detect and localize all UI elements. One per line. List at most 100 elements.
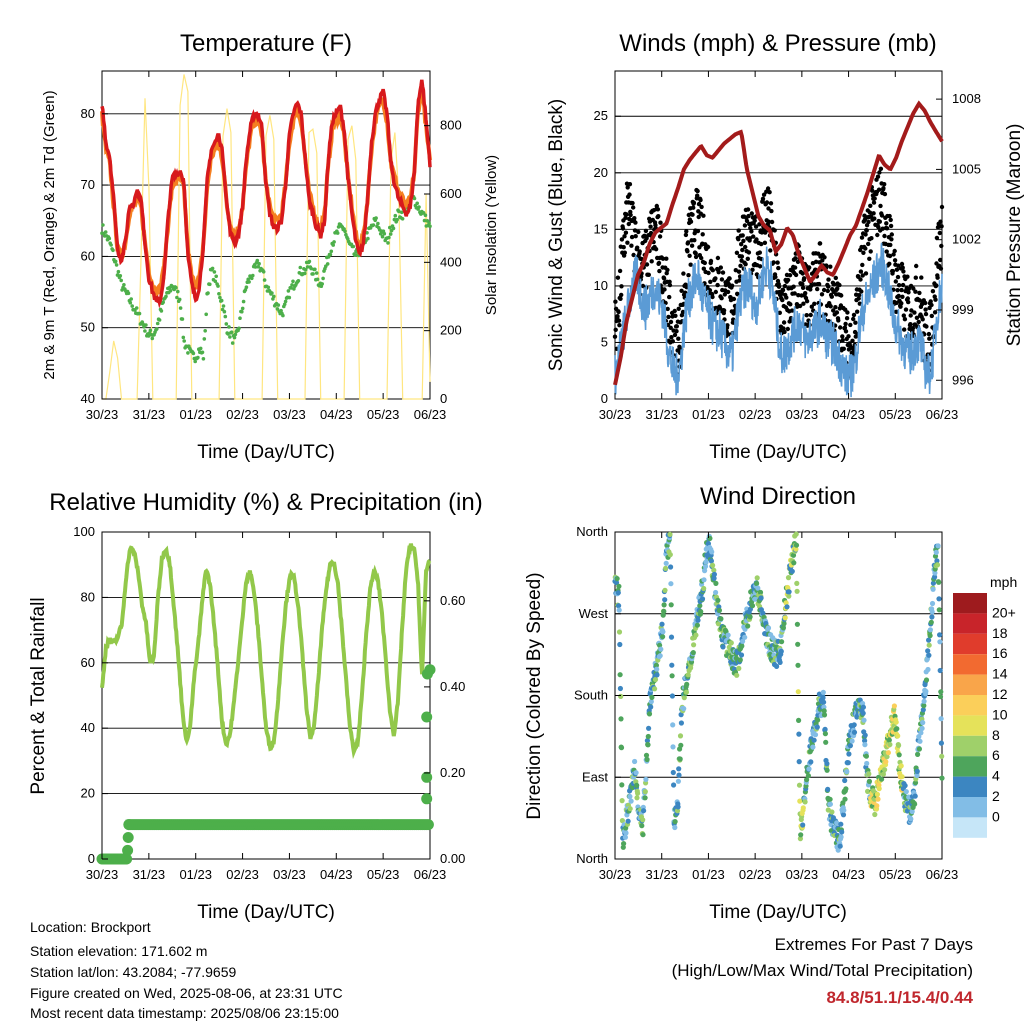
direction-point	[678, 712, 684, 718]
gust-point	[892, 248, 897, 254]
gust-point	[879, 213, 885, 218]
gust-point	[776, 265, 781, 271]
dewpoint-point	[320, 282, 325, 286]
gust-point	[908, 313, 913, 318]
direction-point	[845, 760, 851, 766]
gust-point	[813, 259, 819, 264]
direction-point	[716, 607, 723, 614]
direction-point	[937, 667, 943, 674]
dewpoint-point	[176, 289, 180, 294]
gust-point	[741, 238, 746, 244]
extremes-values: 84.8/51.1/15.4/0.44	[826, 988, 973, 1007]
dewpoint-point	[291, 279, 295, 284]
gust-point	[888, 217, 893, 223]
gust-point	[791, 284, 796, 289]
direction-point	[926, 637, 932, 643]
gust-point	[715, 255, 721, 261]
direction-point	[639, 823, 645, 829]
direction-point	[669, 693, 676, 699]
dewpoint-point	[423, 213, 428, 217]
temperature-ytick-label: 80	[81, 106, 95, 121]
direction-point	[675, 778, 682, 784]
gust-point	[722, 292, 727, 297]
gust-point	[713, 289, 718, 295]
direction-point	[677, 733, 684, 739]
dewpoint-point	[227, 325, 231, 329]
direction-x-ticks: 30/23 31/23 01/23 02/23 03/23 04/23 05/23 06/23	[599, 532, 958, 882]
direction-point	[928, 619, 934, 625]
dewpoint-point	[222, 309, 227, 314]
direction-point	[708, 558, 715, 564]
direction-point	[758, 595, 764, 601]
direction-point	[835, 847, 841, 853]
dewpoint-point	[387, 235, 391, 240]
gust-point	[768, 248, 773, 253]
dewpoint-point	[353, 253, 357, 257]
gust-point	[719, 277, 725, 282]
dewpoint-point	[119, 278, 123, 283]
direction-point	[927, 633, 933, 639]
gust-point	[736, 269, 742, 274]
gust-point	[821, 287, 827, 293]
winds-ytick-label: 20	[594, 165, 608, 180]
gust-point	[812, 301, 817, 306]
direction-point	[783, 600, 789, 606]
gust-point	[725, 289, 731, 295]
gust-point	[809, 283, 814, 288]
extremes-subtitle: (High/Low/Max Wind/Total Precipitation)	[671, 961, 973, 980]
direction-point	[698, 609, 704, 615]
direction-point	[777, 659, 783, 666]
gust-point	[916, 319, 921, 325]
gust-point	[631, 205, 636, 210]
direction-point	[887, 741, 893, 748]
gust-point	[896, 283, 902, 288]
dewpoint-point	[174, 285, 178, 290]
gust-point	[775, 260, 780, 265]
direction-ytick-label: South	[574, 688, 608, 703]
direction-point	[659, 621, 665, 627]
direction-point	[778, 648, 784, 655]
direction-point	[794, 621, 801, 627]
gust-point	[637, 249, 642, 254]
gust-point	[822, 255, 827, 260]
gust-point	[739, 242, 744, 247]
gust-point	[656, 214, 661, 219]
direction-point	[718, 616, 724, 622]
gust-point	[932, 310, 938, 315]
gust-point	[801, 301, 806, 306]
gust-point	[882, 191, 888, 197]
direction-point	[669, 673, 675, 679]
gust-point	[901, 313, 906, 318]
humidity-ytick-label: 0	[88, 851, 95, 866]
gust-point	[657, 234, 663, 239]
dewpoint-point	[223, 314, 228, 319]
gust-point	[853, 320, 858, 325]
direction-point	[917, 738, 923, 744]
direction-point	[838, 834, 844, 840]
gust-point	[804, 299, 810, 304]
gust-point	[887, 213, 892, 219]
gust-point	[808, 287, 813, 292]
humidity-xtick-label: 04/23	[320, 867, 353, 882]
gust-point	[838, 325, 843, 330]
gust-point	[749, 229, 754, 234]
gust-point	[667, 294, 672, 300]
direction-point	[925, 666, 931, 673]
dewpoint-point	[331, 243, 336, 247]
gust-point	[627, 192, 632, 197]
direction-point	[660, 629, 666, 635]
direction-point	[912, 801, 918, 807]
gust-point	[782, 329, 787, 335]
humidity-gridlines	[102, 596, 430, 795]
winds-xtick-label: 04/23	[832, 407, 865, 422]
dewpoint-point	[296, 279, 301, 283]
direction-xtick-label: 01/23	[692, 867, 725, 882]
gust-point	[792, 291, 797, 296]
direction-point	[755, 585, 761, 591]
dewpoint-point	[224, 322, 229, 326]
direction-point	[821, 708, 827, 714]
colorbar-swatch	[953, 613, 987, 634]
gust-point	[926, 331, 932, 337]
gust-point	[740, 233, 745, 238]
gust-point	[856, 293, 862, 298]
